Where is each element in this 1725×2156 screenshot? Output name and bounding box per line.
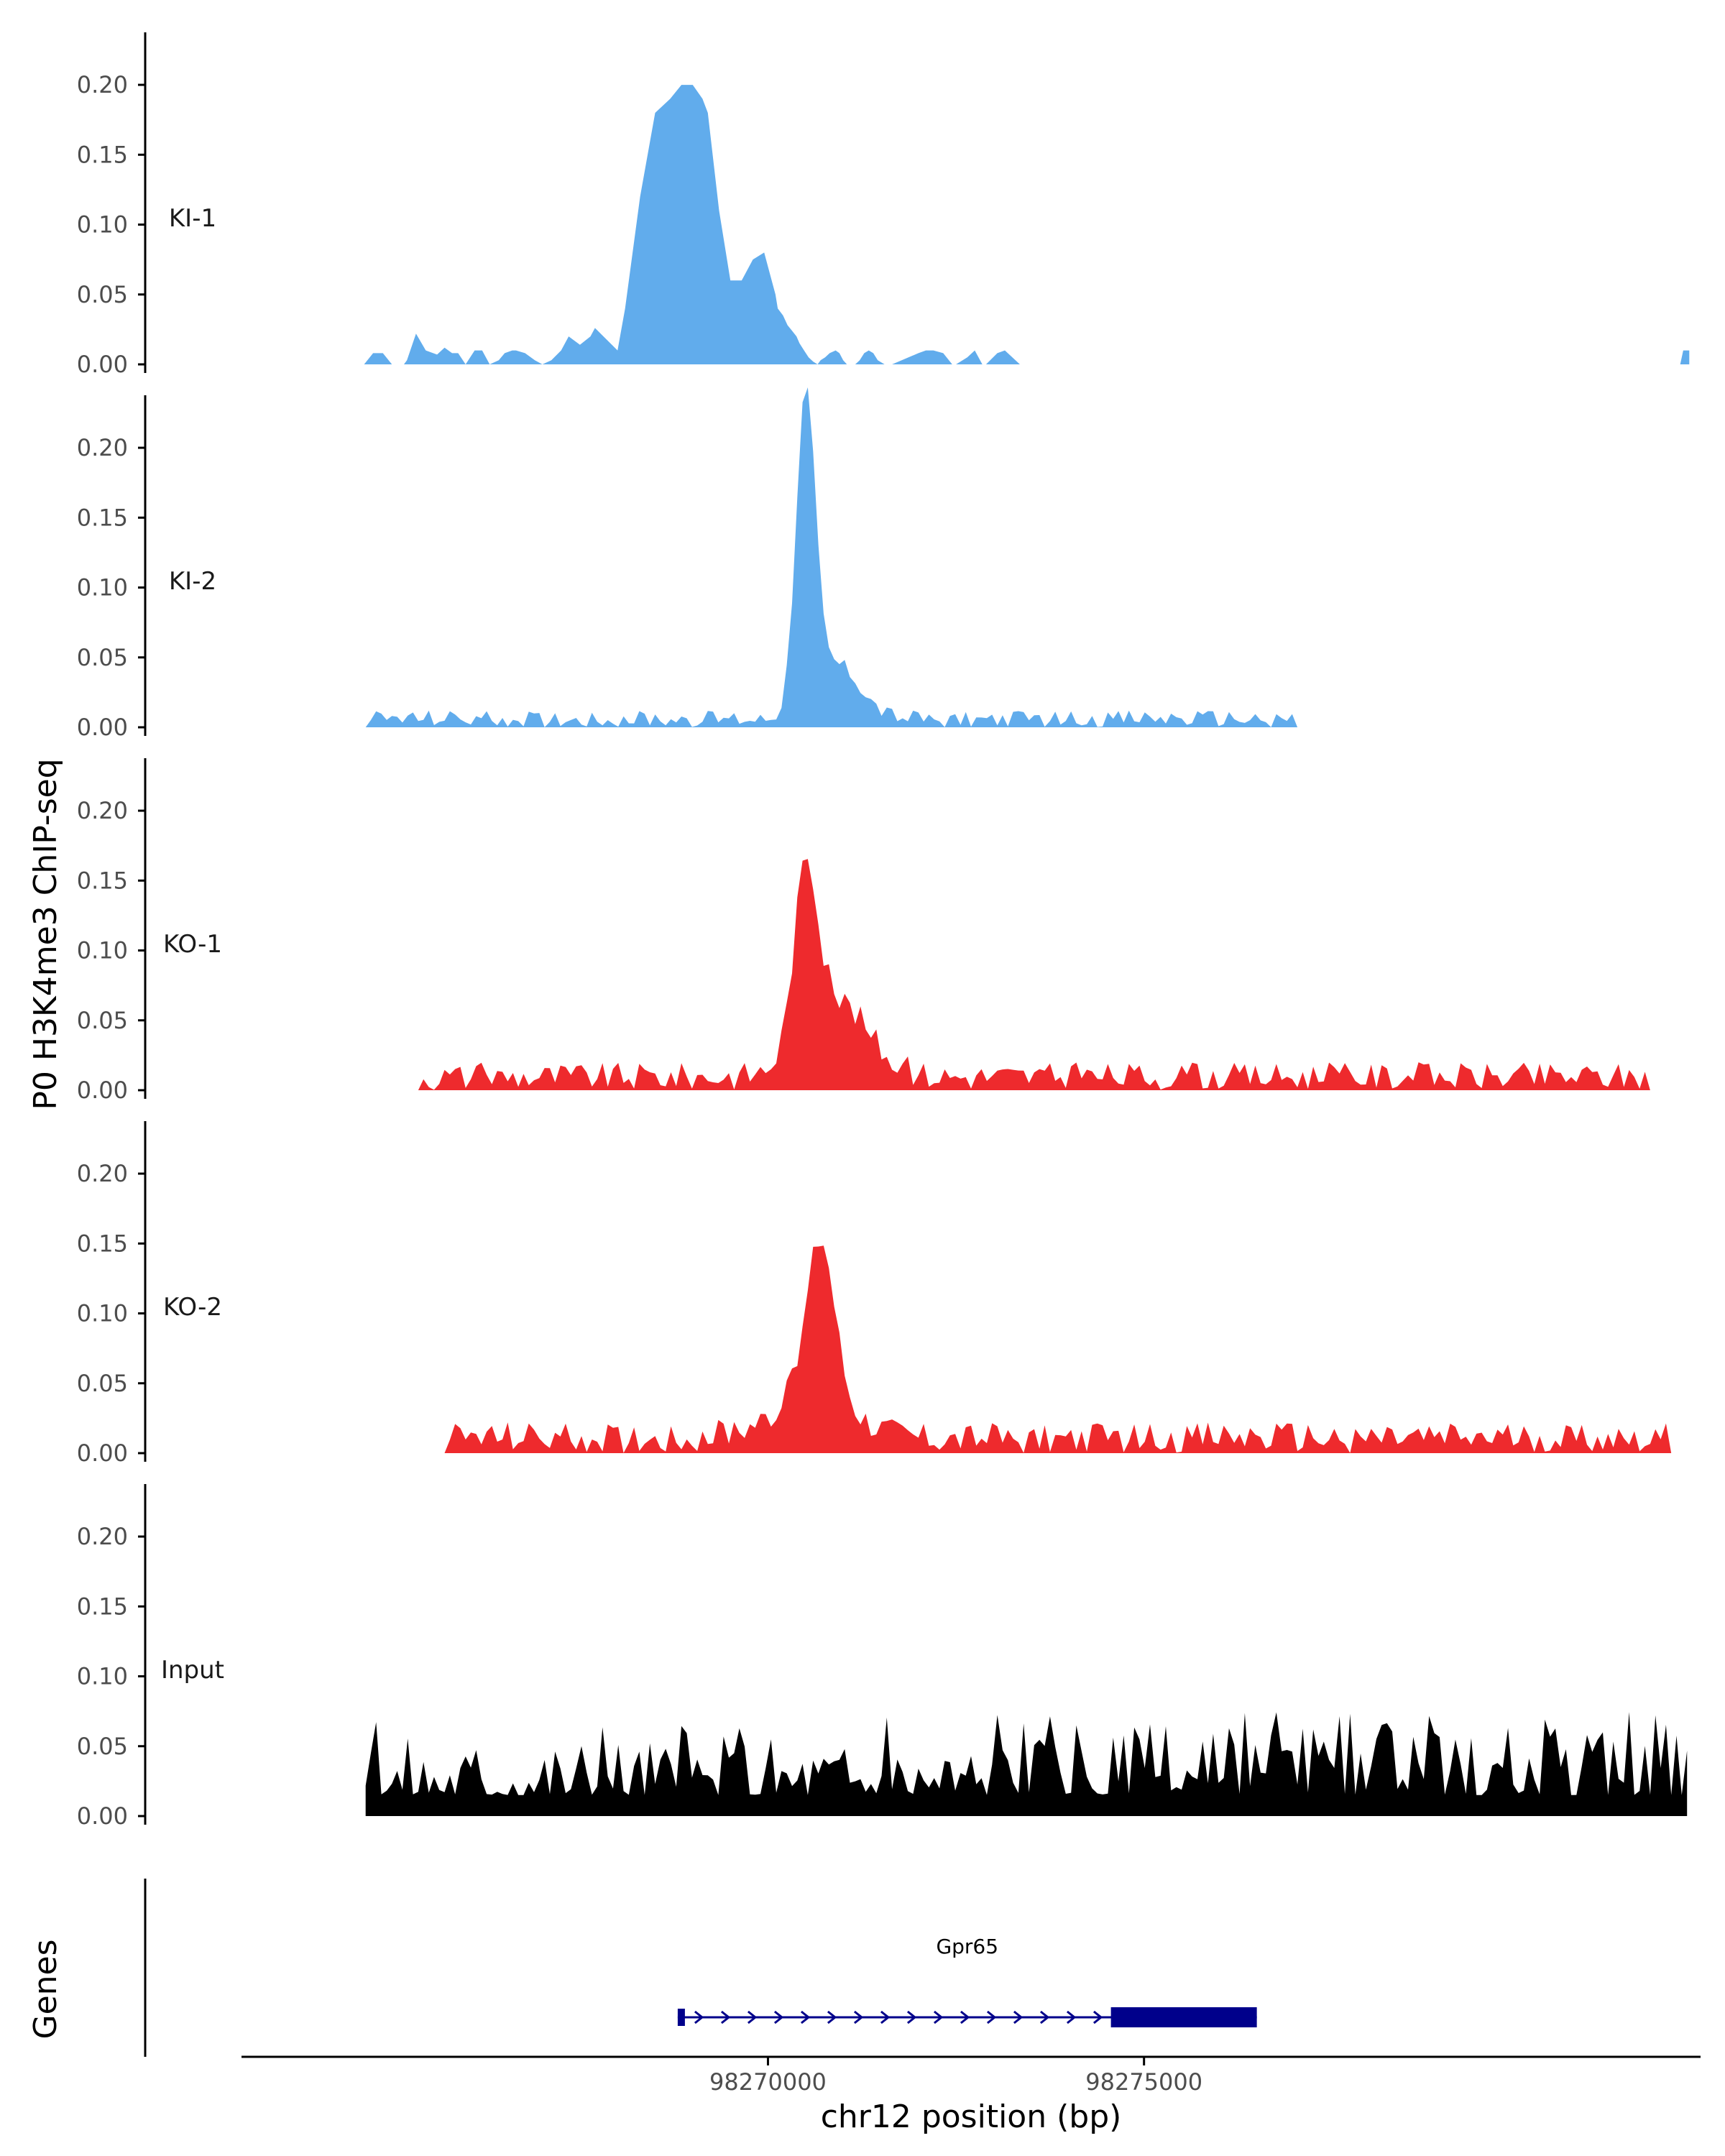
track-ki-2: 0.00 0.05 0.10 0.15 0.20 KI-2 [77, 387, 1688, 741]
gene-panel: Genes Gpr65 [27, 1879, 1257, 2057]
coverage-tracks: 0.00 0.05 0.10 0.15 0.20 KI-1 0.00 0.05 0.10 0.15… [77, 32, 1690, 1830]
y-tick-label: 0.20 [77, 1523, 128, 1550]
y-tick-label: 0.00 [77, 1077, 128, 1104]
y-axis-title: P0 H3K4me3 ChIP-seq [27, 758, 64, 1110]
coverage-area-ko-2 [365, 1245, 1688, 1453]
y-tick-label: 0.15 [77, 1230, 128, 1257]
y-tick-label: 0.20 [77, 797, 128, 824]
x-axis: 98270000 98275000 chr12 position (bp) [242, 2055, 1701, 2135]
x-ticks: 98270000 98275000 [709, 2057, 1202, 2096]
y-tick-label: 0.00 [77, 351, 128, 378]
coverage-area-input [365, 1712, 1688, 1816]
y-tick-label: 0.15 [77, 504, 128, 531]
track-label: KO-2 [163, 1293, 222, 1322]
y-tick-label: 0.00 [77, 1439, 128, 1467]
y-tick-label: 0.20 [77, 1160, 128, 1187]
y-tick-label: 0.00 [77, 714, 128, 741]
strand-arrow [880, 2010, 891, 2024]
gene-coding-exon [1110, 2007, 1257, 2027]
strand-arrow [906, 2010, 917, 2024]
y-tick-label: 0.15 [77, 141, 128, 168]
strand-arrow [1066, 2010, 1077, 2024]
y-tick-label: 0.15 [77, 867, 128, 894]
track-label: Input [161, 1656, 224, 1685]
track-input: 0.00 0.05 0.10 0.15 0.20 Input [77, 1484, 1688, 1830]
y-tick-label: 0.05 [77, 1007, 128, 1034]
gene-start-exon [677, 2009, 685, 2026]
y-tick-label: 0.20 [77, 434, 128, 461]
x-axis-title: chr12 position (bp) [821, 2099, 1122, 2135]
y-tick-label: 0.10 [77, 937, 128, 964]
strand-arrow [720, 2010, 731, 2024]
strand-arrow [1092, 2010, 1103, 2024]
track-ko-2: 0.00 0.05 0.10 0.15 0.20 KO-2 [77, 1121, 1688, 1467]
coverage-area-ko-1 [365, 859, 1688, 1090]
y-tick-label: 0.05 [77, 1370, 128, 1397]
y-tick-label: 0.15 [77, 1593, 128, 1620]
strand-arrow [694, 2010, 704, 2024]
y-tick-label: 0.10 [77, 574, 128, 602]
y-tick-label: 0.10 [77, 211, 128, 239]
strand-arrow [827, 2010, 837, 2024]
y-tick-label: 0.05 [77, 1733, 128, 1760]
track-label: KI-2 [169, 567, 216, 596]
gene-name-label: Gpr65 [936, 1935, 998, 1958]
strand-arrow [1039, 2010, 1050, 2024]
strand-arrow [960, 2010, 970, 2024]
y-tick-label: 0.05 [77, 281, 128, 308]
coverage-area-ki-1 [364, 85, 1690, 364]
y-tick-label: 0.10 [77, 1300, 128, 1327]
strand-arrow [747, 2010, 758, 2024]
strand-arrow [800, 2010, 811, 2024]
track-label: KI-1 [169, 204, 216, 233]
gene-panel-title: Genes [27, 1939, 64, 2039]
gene-strand-arrows [694, 2010, 1103, 2024]
y-tick-label: 0.00 [77, 1802, 128, 1830]
strand-arrow [933, 2010, 944, 2024]
track-ko-1: 0.00 0.05 0.10 0.15 0.20 KO-1 [77, 758, 1688, 1104]
track-ki-1: 0.00 0.05 0.10 0.15 0.20 KI-1 [77, 32, 1690, 378]
strand-arrow [1013, 2010, 1024, 2024]
coverage-area-ki-2 [365, 387, 1688, 727]
y-tick-label: 0.05 [77, 644, 128, 671]
strand-arrow [853, 2010, 864, 2024]
strand-arrow [986, 2010, 997, 2024]
x-tick-label: 98270000 [709, 2068, 827, 2096]
strand-arrow [773, 2010, 784, 2024]
y-tick-label: 0.10 [77, 1663, 128, 1690]
y-tick-label: 0.20 [77, 71, 128, 98]
x-tick-label: 98275000 [1085, 2068, 1202, 2096]
track-label: KO-1 [163, 930, 222, 959]
